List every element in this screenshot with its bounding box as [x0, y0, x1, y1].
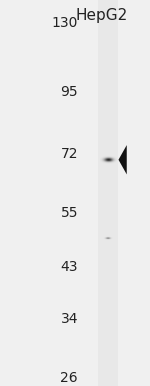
Text: HepG2: HepG2: [76, 8, 128, 23]
Text: 72: 72: [60, 147, 78, 161]
Bar: [98, 0, 118, 386]
Text: 130: 130: [52, 16, 78, 30]
Text: 95: 95: [60, 85, 78, 99]
Text: 34: 34: [60, 312, 78, 326]
Text: 43: 43: [60, 260, 78, 274]
Text: 26: 26: [60, 371, 78, 385]
Text: 55: 55: [60, 206, 78, 220]
Polygon shape: [118, 145, 127, 174]
